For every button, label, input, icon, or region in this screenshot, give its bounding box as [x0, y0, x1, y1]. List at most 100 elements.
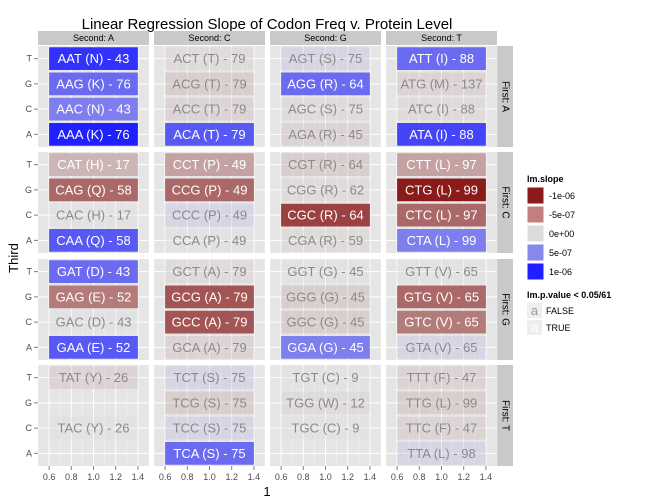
facet-panel: CGT (R) - 64 CGG (R) - 62 CGC (R) - 64 CGA …	[269, 152, 382, 253]
heatmap-tile	[397, 153, 486, 176]
heatmap-tile	[281, 97, 370, 121]
tile-label: CGC (R) - 64	[287, 208, 364, 223]
tile-label: GAT (D) - 43	[57, 264, 130, 279]
x-tick-label: 1.0	[435, 472, 448, 482]
y-tick-label: A	[26, 342, 32, 352]
facet-strip-right-label: First: A	[500, 81, 511, 112]
tile-label: TCA (S) - 75	[173, 446, 245, 461]
heatmap-tile	[281, 260, 370, 283]
y-tick-label: A	[26, 448, 32, 458]
legend-alpha-swatch	[527, 320, 542, 335]
facet-panel: AAT (N) - 43 AAG (K) - 76 AAC (N) - 43 AAA …	[37, 46, 150, 147]
tile-label: ATT (I) - 88	[409, 51, 474, 66]
heatmap-tile	[281, 72, 370, 96]
tile-label: AGA (R) - 45	[288, 127, 362, 142]
heatmap-tile	[165, 285, 254, 309]
tile-label: CAC (H) - 17	[56, 208, 131, 223]
y-tick-label: T	[27, 373, 33, 383]
legend-alpha-swatch	[527, 303, 542, 318]
heatmap-tile	[281, 416, 370, 440]
heatmap-tile	[165, 47, 254, 70]
tile-label: GAC (D) - 43	[56, 315, 132, 330]
legend-color-label: 1e-06	[549, 267, 572, 277]
facet-strip-top	[154, 31, 265, 45]
tile-label: GAG (E) - 52	[56, 289, 132, 304]
y-tick-label: C	[26, 317, 33, 327]
facet-strip-top	[386, 31, 497, 45]
tile-label: GTA (V) - 65	[406, 340, 478, 355]
x-tick-label: 0.6	[159, 472, 172, 482]
legend-color-swatch	[526, 186, 545, 205]
facet-strip-top-label: Second: C	[188, 33, 231, 43]
tile-label: ACG (T) - 79	[172, 76, 246, 91]
legend-alpha-glyph: a	[531, 303, 539, 318]
tile-label: AGT (S) - 75	[289, 51, 362, 66]
heatmap-tile	[165, 310, 254, 334]
x-tick-label: 1.2	[225, 472, 238, 482]
tile-label: AAC (N) - 43	[56, 102, 130, 117]
facet-panel: AGT (S) - 75 AGG (R) - 64 AGC (S) - 75 AGA …	[269, 46, 382, 147]
legend-color-swatch	[526, 205, 545, 224]
heatmap-tile	[165, 416, 254, 440]
heatmap-tile	[281, 391, 370, 415]
heatmap-tile	[165, 72, 254, 96]
x-axis-label: 1	[263, 484, 270, 499]
x-tick-label: 1.2	[457, 472, 470, 482]
facet-panel: GAT (D) - 43 GAG (E) - 52 GAC (D) - 43 GAA …	[37, 259, 150, 360]
facet-panel: TTT (F) - 47 TTG (L) - 99 TTC (F) - 47 TTA …	[385, 365, 498, 466]
legend-alpha-title: lm.p.value < 0.05/61	[527, 290, 611, 300]
x-tick-label: 1.2	[341, 472, 354, 482]
y-axis-label: Third	[6, 243, 21, 273]
x-tick-label: 1.4	[480, 472, 493, 482]
facet-panel: TAT (Y) - 26 TAC (Y) - 26	[37, 365, 150, 466]
heatmap-tile	[49, 153, 138, 176]
y-tick-label: T	[27, 267, 33, 277]
legend-color-swatch	[526, 224, 545, 243]
legend-color-label: 0e+00	[549, 229, 574, 239]
x-tick-label: 1.4	[248, 472, 261, 482]
y-tick-label: T	[27, 160, 33, 170]
tile-label: ATA (I) - 88	[409, 127, 474, 142]
heatmap-tile	[165, 203, 254, 227]
heatmap-tile	[397, 229, 486, 252]
tile-label: GTG (V) - 65	[404, 289, 479, 304]
heatmap-tile	[397, 123, 486, 146]
heatmap-tile	[165, 123, 254, 146]
heatmap-tile	[165, 391, 254, 415]
tile-label: TCC (S) - 75	[173, 421, 247, 436]
tile-label: ATC (I) - 88	[408, 102, 475, 117]
legend-alpha-label: FALSE	[546, 306, 574, 316]
tile-label: GCA (A) - 79	[172, 340, 246, 355]
heatmap-tile	[281, 153, 370, 176]
x-tick-label: 0.8	[65, 472, 78, 482]
legend-color-label: 5e-07	[549, 248, 572, 258]
tile-label: GTC (V) - 65	[404, 315, 478, 330]
facet-panel: GCT (A) - 79 GCG (A) - 79 GCC (A) - 79 GCA …	[153, 259, 266, 360]
tile-label: CCG (P) - 49	[172, 182, 248, 197]
heatmap-tile	[397, 366, 486, 389]
heatmap-tile	[397, 442, 486, 465]
legend-color-swatch	[526, 243, 545, 262]
tile-label: GCG (A) - 79	[171, 289, 248, 304]
tile-label: TTA (L) - 98	[407, 446, 475, 461]
heatmap-tile	[397, 260, 486, 283]
tile-label: CTT (L) - 97	[406, 157, 477, 172]
tile-label: GAA (E) - 52	[57, 340, 131, 355]
y-tick-label: G	[25, 79, 32, 89]
facet-panel: CAT (H) - 17 CAG (Q) - 58 CAC (H) - 17 CAA …	[37, 152, 150, 253]
tile-label: AAT (N) - 43	[58, 51, 130, 66]
y-tick-label: C	[26, 423, 33, 433]
heatmap-tile	[281, 203, 370, 227]
facet-panel: CCT (P) - 49 CCG (P) - 49 CCC (P) - 49 CCA …	[153, 152, 266, 253]
tile-label: CTG (L) - 99	[405, 182, 478, 197]
facet-strip-right-label: First: G	[500, 293, 511, 326]
facet-panel: CTT (L) - 97 CTG (L) - 99 CTC (L) - 97 CTA …	[385, 152, 498, 253]
legend-color-swatch	[526, 262, 545, 281]
tile-label: CTA (L) - 99	[407, 233, 477, 248]
heatmap-tile	[397, 310, 486, 334]
tile-label: TTC (F) - 47	[406, 421, 478, 436]
tile-label: TGT (C) - 9	[292, 370, 358, 385]
facet-strip-top	[38, 31, 149, 45]
x-tick-label: 0.6	[275, 472, 288, 482]
heatmap-tile	[49, 178, 138, 202]
